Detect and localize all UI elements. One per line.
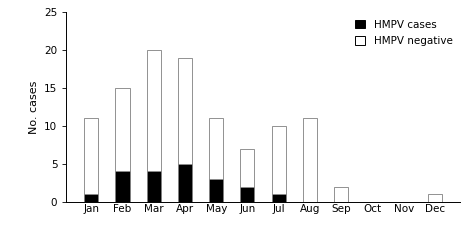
Bar — [334, 186, 348, 202]
Bar — [240, 149, 255, 186]
Bar — [147, 50, 161, 171]
Y-axis label: No. cases: No. cases — [28, 80, 38, 134]
Bar — [272, 194, 286, 202]
Bar — [428, 194, 442, 202]
Bar — [209, 118, 223, 179]
Bar — [116, 88, 129, 171]
Bar — [303, 118, 317, 202]
Bar — [209, 179, 223, 202]
Bar — [178, 164, 192, 202]
Bar — [116, 171, 129, 202]
Bar — [240, 186, 255, 202]
Legend: HMPV cases, HMPV negative: HMPV cases, HMPV negative — [353, 17, 455, 48]
Bar — [147, 171, 161, 202]
Bar — [84, 194, 98, 202]
Bar — [272, 126, 286, 194]
Bar — [84, 118, 98, 194]
Bar — [178, 58, 192, 164]
